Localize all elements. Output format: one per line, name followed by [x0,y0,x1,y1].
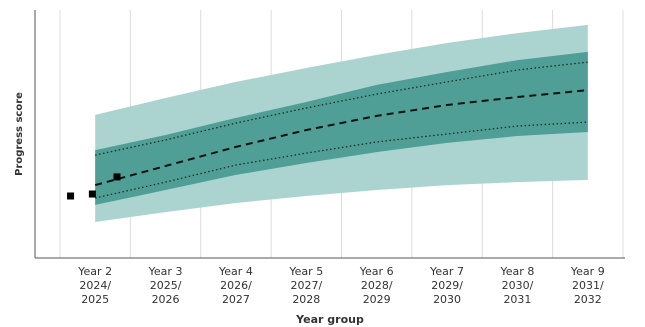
x-tick-label: 2024/ [79,279,111,292]
x-tick-label: 2026/ [220,279,252,292]
x-tick-label: 2027 [222,293,250,306]
x-tick-label: 2025 [81,293,109,306]
x-tick-label: 2031/ [572,279,604,292]
x-tick-label: Year 2 [77,265,112,278]
x-tick-label: Year 6 [359,265,394,278]
x-tick-label: 2029/ [431,279,463,292]
line [94,89,588,187]
x-tick-label: 2026 [152,293,180,306]
x-tick-label: Year 9 [570,265,605,278]
x-tick-label: 2029 [363,293,391,306]
line [95,121,588,199]
x-tick-label: Year 4 [218,265,253,278]
x-tick-label: Year 3 [148,265,183,278]
x-tick-label: Year 7 [429,265,464,278]
x-tick-label: Year 5 [288,265,323,278]
x-tick-label: 2025/ [150,279,182,292]
x-tick-label: 2027/ [290,279,322,292]
x-tick-label: Year 8 [500,265,535,278]
x-tick-label: 2031 [503,293,531,306]
point [113,173,121,181]
x-tick-label: 2030 [433,293,461,306]
x-tick-label: 2028 [292,293,320,306]
point [67,192,75,200]
band [95,51,588,205]
line [95,61,588,156]
x-tick-label: 2032 [574,293,602,306]
x-axis-label: Year group [295,313,364,326]
point [88,190,96,198]
x-tick-label: 2028/ [361,279,393,292]
y-axis-label: Progress score [14,92,25,176]
x-tick-label: 2030/ [502,279,534,292]
